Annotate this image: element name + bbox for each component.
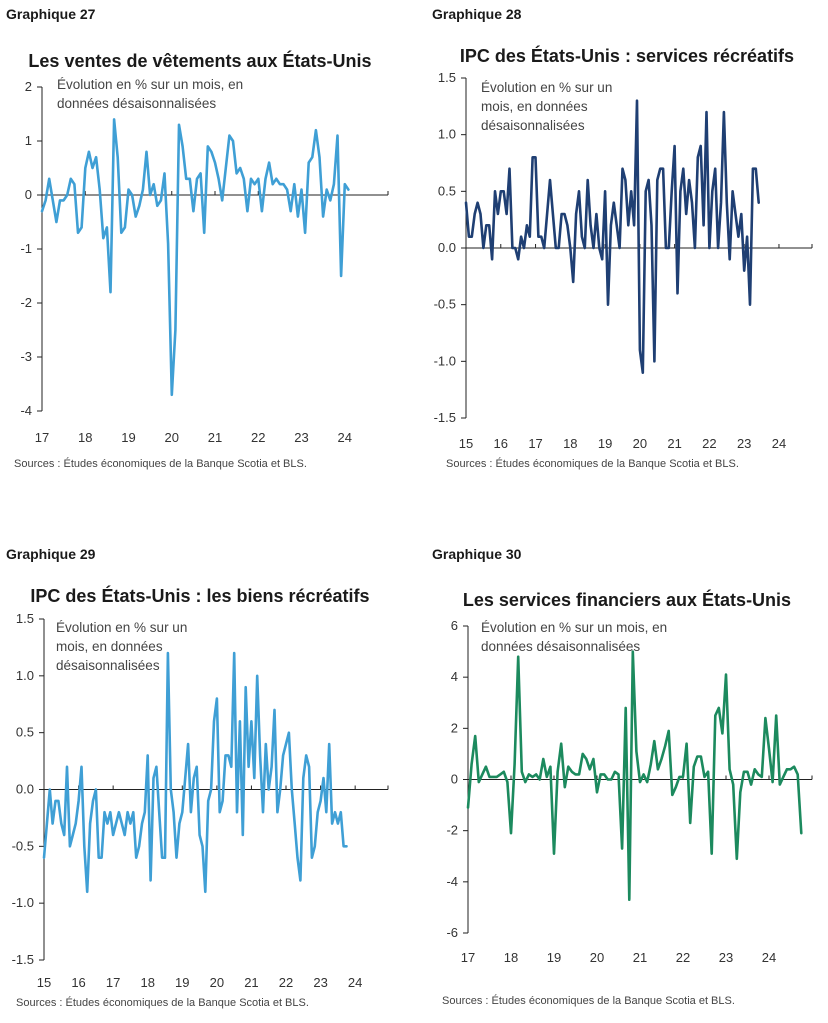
- chart-note-line: Évolution en % sur un: [481, 80, 612, 95]
- x-tick-label: 23: [294, 430, 308, 445]
- chart-panel-29: Graphique 29 IPC des États-Unis : les bi…: [0, 510, 414, 1020]
- x-tick-label: 22: [279, 975, 293, 990]
- x-tick-label: 17: [528, 436, 542, 451]
- y-tick-label: -1.0: [12, 895, 34, 910]
- x-tick-label: 21: [208, 430, 222, 445]
- x-tick-label: 16: [494, 436, 508, 451]
- y-tick-label: -6: [446, 925, 458, 940]
- x-tick-label: 17: [461, 950, 475, 965]
- chart-note-line: Évolution en % sur un mois, en: [481, 620, 667, 635]
- chart-panel-30: Graphique 30 Les services financiers aux…: [414, 510, 828, 1020]
- x-tick-label: 17: [106, 975, 120, 990]
- y-tick-label: -2: [20, 295, 32, 310]
- chart-note-line: désaisonnalisées: [56, 658, 160, 673]
- y-tick-label: 1.5: [16, 611, 34, 626]
- chart-note-line: données désaisonnalisées: [481, 639, 640, 654]
- chart-number-label: Graphique 28: [432, 6, 522, 22]
- chart-30-svg: Les services financiers aux États-Unis Év…: [446, 589, 813, 965]
- chart-panel-28: Graphique 28 IPC des États-Unis : servic…: [414, 0, 828, 510]
- y-tick-label: 4: [451, 669, 458, 684]
- chart-note-line: désaisonnalisées: [481, 118, 585, 133]
- y-tick-label: 1: [25, 133, 32, 148]
- x-tick-label: 16: [71, 975, 85, 990]
- chart-title: Les ventes de vêtements aux États-Unis: [28, 50, 371, 71]
- chart-note-line: mois, en données: [56, 639, 163, 654]
- y-tick-label: -4: [446, 874, 458, 889]
- x-tick-label: 24: [338, 430, 352, 445]
- y-tick-label: 0.0: [438, 240, 456, 255]
- y-tick-label: -4: [20, 403, 32, 418]
- y-tick-label: 6: [451, 618, 458, 633]
- chart-title: Les services financiers aux États-Unis: [463, 589, 791, 610]
- chart-source: Sources : Études économiques de la Banqu…: [14, 458, 307, 470]
- x-tick-label: 24: [348, 975, 362, 990]
- x-tick-label: 23: [313, 975, 327, 990]
- series-line: [464, 99, 761, 375]
- y-tick-label: -1.5: [12, 952, 34, 967]
- chart-number-label: Graphique 29: [6, 546, 96, 562]
- series-line: [42, 651, 348, 894]
- chart-source: Sources : Études économiques de la Banqu…: [16, 997, 309, 1009]
- chart-note-line: Évolution en % sur un mois, en: [57, 77, 243, 92]
- x-tick-label: 19: [547, 950, 561, 965]
- x-tick-label: 20: [590, 950, 604, 965]
- x-tick-label: 18: [504, 950, 518, 965]
- chart-panel-27: Graphique 27 Les ventes de vêtements aux…: [0, 0, 414, 510]
- x-tick-label: 17: [35, 430, 49, 445]
- y-tick-label: 1.0: [438, 127, 456, 142]
- x-tick-label: 20: [633, 436, 647, 451]
- y-tick-label: -0.5: [434, 297, 456, 312]
- y-tick-label: 0.5: [438, 183, 456, 198]
- chart-title: IPC des États-Unis : services récréatifs: [460, 45, 794, 66]
- y-tick-label: 0: [451, 772, 458, 787]
- y-tick-label: 1.0: [16, 668, 34, 683]
- chart-note-line: mois, en données: [481, 99, 588, 114]
- y-tick-label: -0.5: [12, 838, 34, 853]
- x-tick-label: 18: [563, 436, 577, 451]
- x-tick-label: 15: [37, 975, 51, 990]
- x-tick-label: 23: [737, 436, 751, 451]
- chart-number-label: Graphique 27: [6, 6, 96, 22]
- y-tick-label: -1.0: [434, 353, 456, 368]
- x-tick-label: 22: [702, 436, 716, 451]
- y-tick-label: 0.0: [16, 782, 34, 797]
- x-tick-label: 21: [244, 975, 258, 990]
- chart-note-line: Évolution en % sur un: [56, 620, 187, 635]
- y-tick-label: 0: [25, 187, 32, 202]
- chart-27-svg: Les ventes de vêtements aux États-Unis Év…: [20, 50, 389, 445]
- x-tick-label: 18: [78, 430, 92, 445]
- y-tick-label: -2: [446, 823, 458, 838]
- x-tick-label: 15: [459, 436, 473, 451]
- series-line: [466, 650, 803, 902]
- y-tick-label: 2: [25, 79, 32, 94]
- y-tick-label: 2: [451, 720, 458, 735]
- x-tick-label: 22: [676, 950, 690, 965]
- x-tick-label: 23: [719, 950, 733, 965]
- y-tick-label: -3: [20, 349, 32, 364]
- y-tick-label: -1: [20, 241, 32, 256]
- chart-title: IPC des États-Unis : les biens récréatif…: [30, 585, 369, 606]
- x-tick-label: 21: [667, 436, 681, 451]
- chart-source: Sources : Études économiques de la Banqu…: [446, 458, 739, 470]
- chart-28-svg: IPC des États-Unis : services récréatifs…: [434, 45, 813, 451]
- x-tick-label: 19: [598, 436, 612, 451]
- x-tick-label: 24: [762, 950, 776, 965]
- y-tick-label: 1.5: [438, 70, 456, 85]
- chart-source: Sources : Études économiques de la Banqu…: [442, 995, 735, 1007]
- chart-number-label: Graphique 30: [432, 546, 522, 562]
- series-line: [40, 118, 350, 397]
- x-tick-label: 20: [165, 430, 179, 445]
- y-tick-label: -1.5: [434, 410, 456, 425]
- chart-note-line: données désaisonnalisées: [57, 96, 216, 111]
- y-tick-label: 0.5: [16, 725, 34, 740]
- x-tick-label: 19: [121, 430, 135, 445]
- x-tick-label: 19: [175, 975, 189, 990]
- x-tick-label: 24: [772, 436, 786, 451]
- chart-29-svg: IPC des États-Unis : les biens récréatif…: [12, 585, 389, 990]
- x-tick-label: 20: [210, 975, 224, 990]
- x-tick-label: 21: [633, 950, 647, 965]
- x-tick-label: 22: [251, 430, 265, 445]
- x-tick-label: 18: [140, 975, 154, 990]
